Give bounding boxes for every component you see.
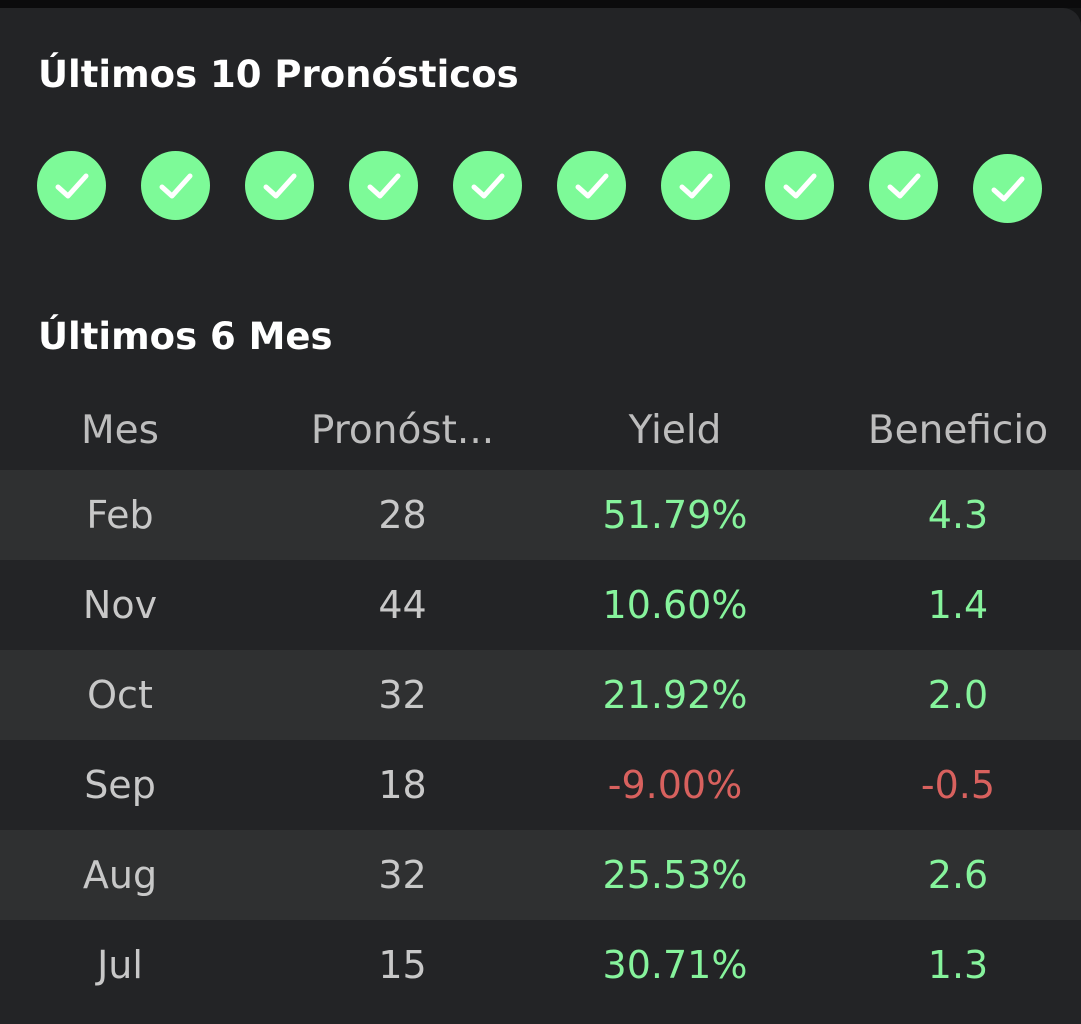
check-icon bbox=[263, 173, 297, 199]
cell-yield: 25.53% bbox=[602, 853, 748, 897]
result-win-9 bbox=[869, 151, 938, 220]
cell-mes: Nov bbox=[82, 583, 158, 627]
check-icon bbox=[159, 173, 193, 199]
table-row[interactable]: Jul 15 30.71% 1.3 bbox=[0, 920, 1081, 1010]
result-win-7 bbox=[661, 151, 730, 220]
cell-pronosticos: 32 bbox=[378, 853, 427, 897]
last-forecasts-title: Últimos 10 Pronósticos bbox=[38, 53, 519, 96]
cell-beneficio: 1.3 bbox=[927, 943, 989, 987]
table-row[interactable]: Feb 28 51.79% 4.3 bbox=[0, 470, 1081, 560]
top-strip bbox=[0, 0, 1081, 8]
cell-yield: 10.60% bbox=[602, 583, 748, 627]
result-win-1 bbox=[37, 151, 106, 220]
cell-yield: 21.92% bbox=[602, 673, 748, 717]
check-icon bbox=[575, 173, 609, 199]
table-header: Mes Pronóst... Yield Beneficio bbox=[0, 390, 1081, 470]
check-icon bbox=[55, 173, 89, 199]
column-header-pronosticos[interactable]: Pronóst... bbox=[310, 407, 495, 453]
cell-pronosticos: 44 bbox=[378, 583, 427, 627]
cell-mes: Feb bbox=[86, 493, 154, 537]
table-row[interactable]: Oct 32 21.92% 2.0 bbox=[0, 650, 1081, 740]
check-icon bbox=[783, 173, 817, 199]
cell-mes: Oct bbox=[87, 673, 153, 717]
result-win-10 bbox=[973, 154, 1042, 223]
column-header-yield[interactable]: Yield bbox=[628, 407, 722, 453]
result-win-4 bbox=[349, 151, 418, 220]
cell-beneficio: 4.3 bbox=[927, 493, 989, 537]
check-icon bbox=[471, 173, 505, 199]
check-icon bbox=[679, 173, 713, 199]
result-win-6 bbox=[557, 151, 626, 220]
last-months-title: Últimos 6 Mes bbox=[38, 315, 333, 358]
cell-pronosticos: 32 bbox=[378, 673, 427, 717]
cell-mes: Aug bbox=[82, 853, 158, 897]
cell-yield: 51.79% bbox=[602, 493, 748, 537]
check-icon bbox=[991, 176, 1025, 202]
cell-beneficio: -0.5 bbox=[920, 763, 996, 807]
result-win-2 bbox=[141, 151, 210, 220]
result-win-5 bbox=[453, 151, 522, 220]
cell-yield: 30.71% bbox=[602, 943, 748, 987]
check-icon bbox=[887, 173, 921, 199]
result-win-3 bbox=[245, 151, 314, 220]
table-row[interactable]: Aug 32 25.53% 2.6 bbox=[0, 830, 1081, 920]
cell-beneficio: 2.0 bbox=[927, 673, 989, 717]
cell-mes: Sep bbox=[84, 763, 156, 807]
table-row[interactable]: Nov 44 10.60% 1.4 bbox=[0, 560, 1081, 650]
cell-yield: -9.00% bbox=[607, 763, 743, 807]
cell-mes: Jul bbox=[97, 943, 143, 987]
cell-pronosticos: 18 bbox=[378, 763, 427, 807]
monthly-stats-table: Mes Pronóst... Yield Beneficio Feb 28 51… bbox=[0, 390, 1081, 1010]
table-row[interactable]: Sep 18 -9.00% -0.5 bbox=[0, 740, 1081, 830]
last-forecasts-results bbox=[37, 151, 1047, 231]
stats-card: Últimos 10 Pronósticos Últimos 6 Mes Mes… bbox=[0, 8, 1081, 1024]
column-header-beneficio[interactable]: Beneficio bbox=[867, 407, 1049, 453]
cell-beneficio: 1.4 bbox=[927, 583, 989, 627]
check-icon bbox=[367, 173, 401, 199]
result-win-8 bbox=[765, 151, 834, 220]
cell-beneficio: 2.6 bbox=[927, 853, 989, 897]
cell-pronosticos: 15 bbox=[378, 943, 427, 987]
column-header-mes[interactable]: Mes bbox=[81, 407, 159, 453]
cell-pronosticos: 28 bbox=[378, 493, 427, 537]
